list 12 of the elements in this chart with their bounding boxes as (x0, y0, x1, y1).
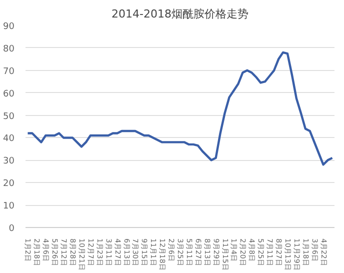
y-tick-label: 10 (3, 202, 15, 212)
y-tick-label: 60 (3, 89, 15, 100)
y-tick-label: 90 (3, 22, 15, 32)
y-tick-label: 0 (8, 224, 15, 234)
y-tick-label: 40 (3, 134, 15, 144)
chart-title: 2014-2018烟酰胺价格走势 (112, 8, 248, 20)
y-tick-label: 20 (3, 179, 15, 190)
y-tick-label: 70 (3, 66, 15, 77)
y-tick-label: 30 (3, 156, 15, 167)
y-tick-label: 80 (3, 44, 15, 54)
y-tick-label: 50 (3, 112, 15, 122)
line-series (26, 51, 334, 166)
